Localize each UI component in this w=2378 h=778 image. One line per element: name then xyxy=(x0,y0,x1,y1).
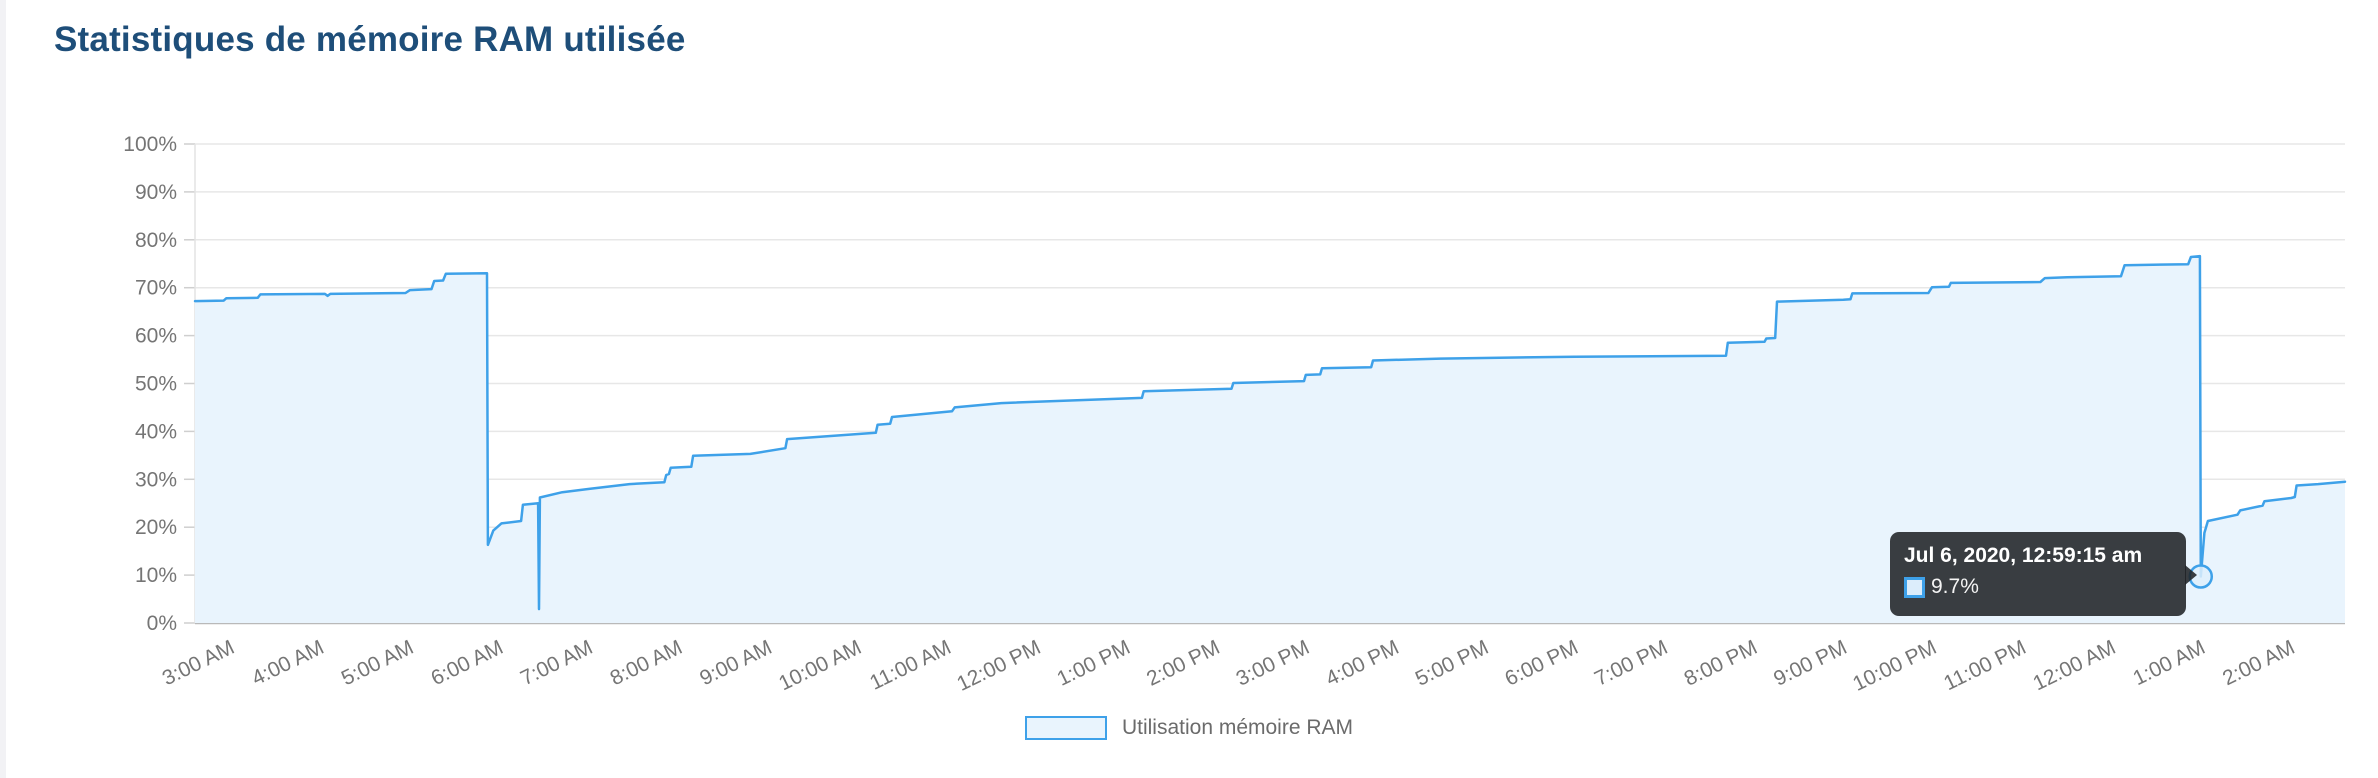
x-tick-label: 6:00 AM xyxy=(427,636,506,690)
x-tick-label: 6:00 PM xyxy=(1501,636,1581,691)
x-tick-label: 2:00 PM xyxy=(1143,636,1223,691)
y-tick-label: 100% xyxy=(123,133,177,156)
chart-legend-item[interactable]: Utilisation mémoire RAM xyxy=(0,716,2378,740)
page-title: Statistiques de mémoire RAM utilisée xyxy=(54,20,686,59)
tooltip-row: 9.7% xyxy=(1904,575,2172,599)
tooltip-title: Jul 6, 2020, 12:59:15 am xyxy=(1904,544,2143,567)
legend-label: Utilisation mémoire RAM xyxy=(1121,716,1354,739)
x-tick-label: 12:00 PM xyxy=(953,636,1044,696)
y-tick-label: 80% xyxy=(135,229,177,252)
tooltip-value: 9.7% xyxy=(1931,575,1979,599)
x-tick-label: 2:00 AM xyxy=(2219,636,2298,690)
y-tick-label: 40% xyxy=(135,420,177,443)
x-tick-label: 11:00 AM xyxy=(866,636,954,695)
ram-usage-line xyxy=(193,254,2347,611)
x-tick-label: 5:00 PM xyxy=(1412,636,1492,691)
y-tick-label: 50% xyxy=(135,373,177,396)
y-tick-label: 30% xyxy=(135,468,177,491)
x-tick-label: 9:00 AM xyxy=(696,636,775,690)
x-tick-label: 10:00 AM xyxy=(775,636,865,696)
x-tick-label: 7:00 PM xyxy=(1591,636,1671,691)
x-tick-label: 9:00 PM xyxy=(1770,636,1850,691)
x-tick-label: 4:00 AM xyxy=(248,636,327,690)
tooltip-series-swatch xyxy=(1904,576,1925,598)
y-tick-label: 20% xyxy=(135,516,177,539)
x-tick-label: 3:00 PM xyxy=(1233,636,1313,691)
x-tick-label: 7:00 AM xyxy=(517,636,596,690)
y-tick-label: 60% xyxy=(135,325,177,348)
y-tick-label: 0% xyxy=(147,612,177,635)
y-tick-label: 70% xyxy=(135,277,177,300)
x-tick-label: 5:00 AM xyxy=(338,636,417,690)
window-edge xyxy=(0,0,6,778)
x-tick-label: 3:00 AM xyxy=(159,636,238,690)
x-tick-label: 10:00 PM xyxy=(1849,636,1940,696)
x-tick-label: 8:00 AM xyxy=(607,636,686,690)
ram-usage-area xyxy=(195,256,2345,623)
y-tick-label: 90% xyxy=(135,181,177,204)
legend-swatch-icon xyxy=(1024,716,1107,740)
y-tick-label: 10% xyxy=(135,564,177,587)
chart-tooltip: Jul 6, 2020, 12:59:15 am 9.7% xyxy=(1890,532,2197,616)
y-axis-labels: 0% 10% 20% 30% 40% 50% 60% 70% 80% 90% 100% xyxy=(123,133,177,635)
x-tick-label: 12:00 AM xyxy=(2029,636,2119,696)
x-tick-label: 4:00 PM xyxy=(1322,636,1402,691)
x-tick-label: 1:00 PM xyxy=(1053,636,1133,691)
tooltip-caret-icon xyxy=(2185,565,2197,585)
x-axis-labels: 3:00 AM 4:00 AM 5:00 AM 6:00 AM 7:00 AM 8:00 … xyxy=(159,636,2299,696)
x-tick-label: 8:00 PM xyxy=(1681,636,1761,691)
x-tick-label: 1:00 AM xyxy=(2130,636,2209,690)
x-tick-label: 11:00 PM xyxy=(1940,636,2029,695)
